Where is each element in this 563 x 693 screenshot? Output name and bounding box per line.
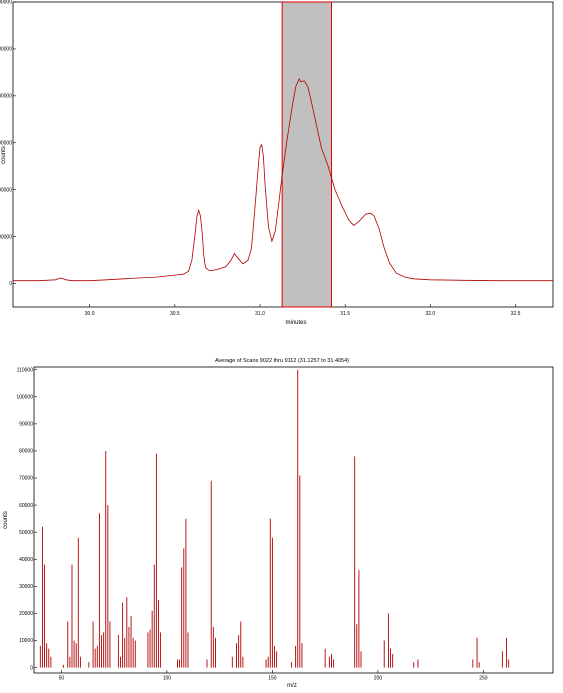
chromatogram-chart: 0 500000 1000000 1500000 2000000 2500000 30000… — [0, 0, 554, 326]
chromatogram-y-tick-label: 0 — [9, 281, 12, 287]
mass-spectrum-y-tick-label: 90000 — [19, 422, 33, 428]
chromatogram-y-axis: 0 500000 1000000 1500000 2000000 2500000 30000… — [0, 0, 16, 287]
mass-spectrum-x-tick-label: 150 — [268, 676, 277, 682]
mass-spectrum-y-tick-label: 70000 — [19, 476, 33, 482]
chromatogram-x-tick-label: 32.5 — [511, 311, 521, 317]
scan-range-highlight[interactable] — [281, 1, 333, 308]
mass-spectrum-y-axis: 0 10000 20000 30000 40000 50000 60000 70000 8000… — [16, 367, 37, 671]
chromatogram-x-tick-label: 32.0 — [425, 311, 435, 317]
mass-spectrum-y-tick-label: 10000 — [19, 638, 33, 644]
chromatogram-y-tick-label: 500000 — [0, 234, 12, 240]
chromatogram-x-tick-label: 30.0 — [85, 311, 95, 317]
mass-spectrum-y-tick-label: 40000 — [19, 557, 33, 563]
mass-spectrum-y-tick-label: 110000 — [17, 367, 34, 373]
chromatogram-y-tick-label: 2000000 — [0, 94, 12, 100]
mass-spectrum-y-tick-label: 100000 — [16, 394, 33, 400]
mass-spectrum-xlabel: m/z — [287, 683, 297, 689]
chromatogram-x-tick-label: 31.5 — [340, 311, 350, 317]
mass-spectrum-ylabel: counts — [3, 511, 9, 529]
chromatogram-y-tick-label: 1500000 — [0, 140, 12, 146]
mass-spectrum-x-tick-label: 50 — [59, 676, 65, 682]
mass-spectrum-y-tick-label: 60000 — [19, 503, 33, 509]
chromatogram-trace — [13, 78, 553, 282]
mass-spectrum-title: Average of Scans 9022 thru 9112 (31.1257… — [215, 358, 349, 364]
chromatogram-y-tick-label: 1000000 — [0, 187, 12, 193]
mass-spectrum-y-tick-label: 50000 — [19, 530, 33, 536]
mass-spectrum-x-axis: 50 100 150 200 250 — [59, 670, 488, 682]
chromatogram-x-axis: 30.0 30.5 31.0 31.5 32.0 32.5 — [85, 304, 521, 317]
chromatogram-x-tick-label: 31.0 — [255, 311, 265, 317]
chromatogram-y-tick-label: 2500000 — [0, 47, 12, 53]
mass-spectrum-y-tick-label: 20000 — [19, 611, 33, 617]
mass-spectrum-x-tick-label: 200 — [374, 676, 383, 682]
chromatogram-y-tick-label: 3000000 — [0, 0, 12, 6]
mass-spectrum-x-tick-label: 250 — [479, 676, 488, 682]
mass-spectrum-plot-frame — [33, 366, 554, 674]
mass-spectrum-peaks — [39, 369, 510, 668]
chromatogram-xlabel: minutes — [285, 320, 306, 326]
mass-spectrum-y-tick-label: 0 — [30, 665, 33, 671]
mass-spectrum-chart: Average of Scans 9022 thru 9112 (31.1257… — [3, 358, 554, 689]
mass-spectrum-y-tick-label: 80000 — [19, 449, 33, 455]
mass-spectrum-x-tick-label: 100 — [163, 676, 172, 682]
chromatogram-x-tick-label: 30.5 — [170, 311, 180, 317]
chromatogram-ylabel: counts — [1, 146, 7, 164]
mass-spectrum-y-tick-label: 30000 — [19, 584, 33, 590]
